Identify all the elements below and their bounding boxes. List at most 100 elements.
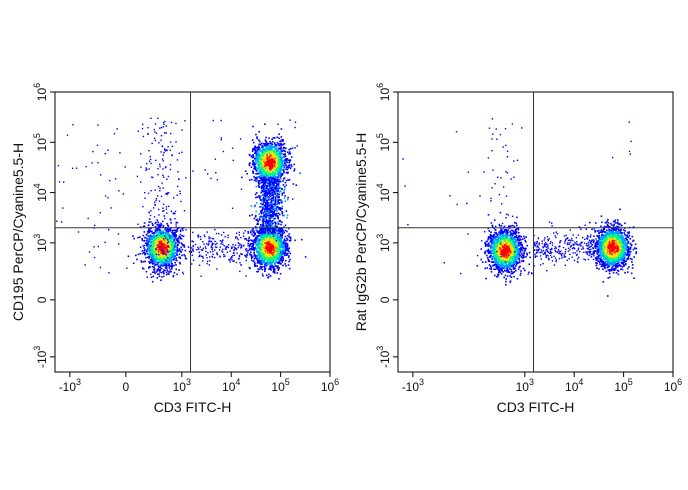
event-dot	[257, 147, 259, 149]
event-dot	[265, 184, 267, 187]
event-dot	[263, 151, 266, 154]
event-dot	[164, 244, 167, 247]
event-dot	[264, 218, 267, 220]
event-dot	[265, 211, 267, 213]
event-dot	[284, 249, 287, 252]
event-dot	[286, 242, 289, 245]
event-dot	[266, 200, 268, 202]
event-dot	[281, 188, 283, 190]
event-dot	[155, 261, 158, 263]
event-dot	[261, 266, 264, 268]
event-dot	[249, 267, 251, 270]
event-dot	[166, 260, 169, 262]
event-dot	[280, 207, 283, 210]
event-dot	[269, 155, 271, 158]
event-dot	[259, 239, 262, 241]
event-dot	[269, 185, 272, 188]
event-dot	[253, 249, 256, 251]
event-dot	[276, 190, 278, 192]
event-dot	[265, 145, 267, 147]
event-dot	[276, 194, 278, 197]
event-dot	[169, 254, 172, 257]
event-dot	[156, 263, 158, 266]
event-dot	[169, 243, 171, 245]
event-dot	[257, 240, 260, 242]
event-dot	[260, 150, 263, 153]
event-dot	[255, 196, 257, 199]
event-dot	[253, 230, 255, 232]
event-dot	[256, 222, 259, 225]
event-dot	[149, 235, 151, 238]
event-dot	[258, 232, 261, 234]
event-dot	[275, 190, 277, 192]
event-dot	[273, 204, 276, 207]
event-dot	[276, 156, 279, 158]
event-dot	[172, 245, 175, 248]
event-dot	[269, 224, 271, 227]
event-dot	[284, 195, 286, 197]
event-dot	[262, 197, 265, 199]
event-dot	[166, 255, 169, 257]
event-dot	[176, 248, 179, 250]
event-dot	[146, 240, 148, 242]
event-dot	[281, 205, 284, 208]
event-dot	[255, 236, 258, 239]
event-dot	[252, 243, 254, 245]
event-dot	[282, 257, 284, 260]
event-dot	[132, 262, 135, 265]
event-dot	[245, 256, 248, 258]
event-dot	[153, 257, 155, 260]
event-dot	[251, 256, 254, 258]
event-dot	[258, 152, 260, 154]
event-dot	[258, 131, 260, 133]
event-dot	[180, 238, 183, 240]
event-dot	[260, 163, 262, 165]
event-dot	[277, 240, 280, 242]
event-dot	[286, 168, 289, 171]
event-dot	[285, 147, 287, 150]
event-dot	[278, 157, 281, 160]
event-dot	[283, 178, 285, 180]
event-dot	[259, 247, 262, 250]
event-dot	[282, 259, 284, 261]
event-dot	[282, 249, 284, 251]
event-dot	[268, 243, 270, 246]
event-dot	[289, 147, 292, 150]
event-dot	[252, 148, 254, 151]
event-dot	[280, 168, 282, 170]
event-dot	[266, 274, 268, 277]
event-dot	[147, 230, 149, 233]
event-dot	[265, 248, 268, 250]
event-dot	[277, 200, 279, 202]
event-dot	[267, 212, 269, 214]
event-dot	[274, 148, 277, 150]
event-dot	[276, 159, 278, 162]
event-dot	[259, 219, 261, 221]
event-dot	[171, 249, 173, 251]
event-dot	[149, 234, 152, 237]
event-dot	[161, 236, 163, 238]
event-dot	[166, 231, 168, 234]
event-dot	[270, 203, 272, 206]
event-dot	[271, 255, 273, 257]
event-dot	[279, 155, 281, 158]
event-dot	[256, 196, 259, 198]
event-dot	[273, 146, 276, 149]
event-dot	[282, 180, 284, 182]
event-dot	[258, 235, 260, 237]
event-dot	[273, 178, 276, 181]
event-dot	[278, 137, 280, 139]
event-dot	[278, 175, 280, 177]
event-dot	[282, 214, 284, 217]
event-dot	[260, 257, 263, 259]
event-dot	[153, 244, 155, 247]
event-dot	[259, 254, 262, 256]
event-dot	[276, 165, 278, 168]
event-dot	[275, 173, 278, 175]
event-dot	[280, 177, 282, 180]
event-dot	[268, 165, 271, 168]
event-dot	[280, 263, 282, 265]
event-dot	[271, 151, 273, 153]
event-dot	[263, 155, 266, 158]
event-dot	[274, 191, 276, 193]
